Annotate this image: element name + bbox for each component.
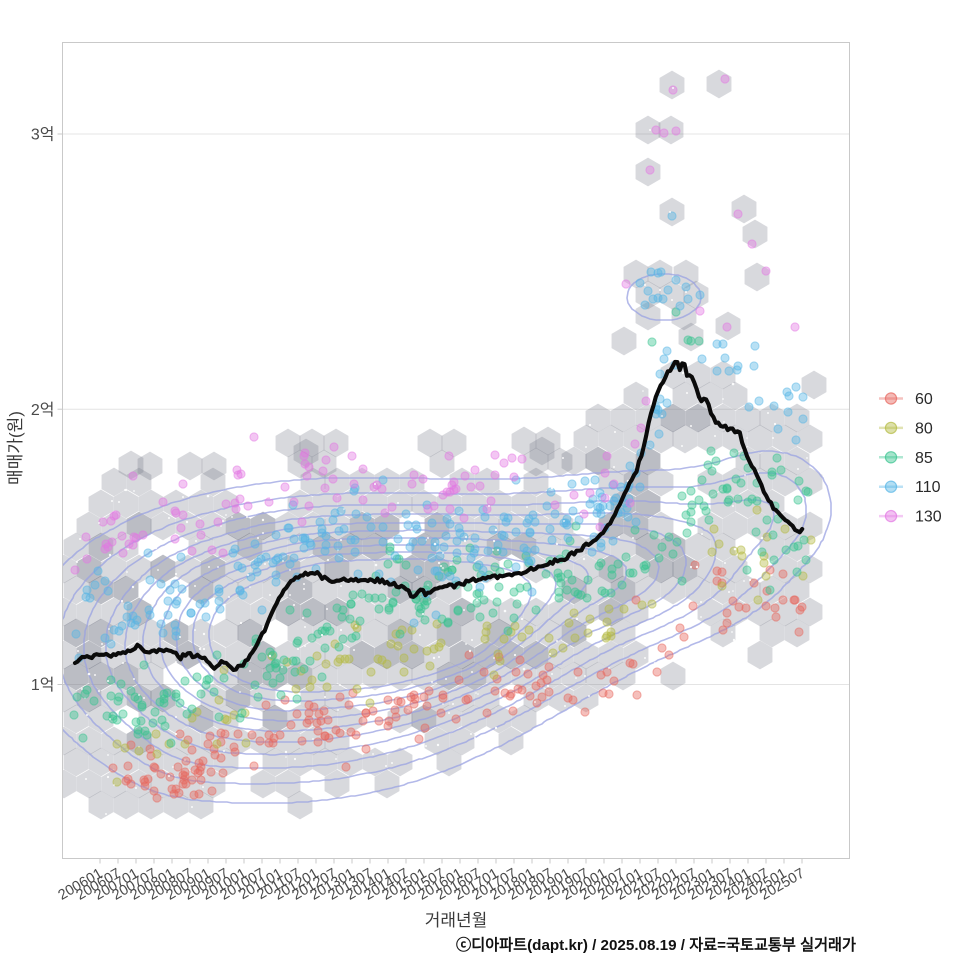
svg-text:60: 60 <box>915 391 933 408</box>
svg-text:3억: 3억 <box>31 126 55 144</box>
svg-text:2억: 2억 <box>31 401 55 419</box>
svg-text:80: 80 <box>915 420 933 437</box>
svg-text:130: 130 <box>915 509 942 526</box>
svg-text:매매가(원): 매매가(원) <box>6 411 25 485</box>
svg-text:1억: 1억 <box>31 676 55 694</box>
svg-text:85: 85 <box>915 450 933 467</box>
svg-text:110: 110 <box>915 479 941 496</box>
svg-text:거래년월: 거래년월 <box>425 911 488 930</box>
svg-text:ⓒ디아파트(dapt.kr) / 2025.08.19 /: ⓒ디아파트(dapt.kr) / 2025.08.19 / 자료=국토교통부 실… <box>456 936 856 954</box>
